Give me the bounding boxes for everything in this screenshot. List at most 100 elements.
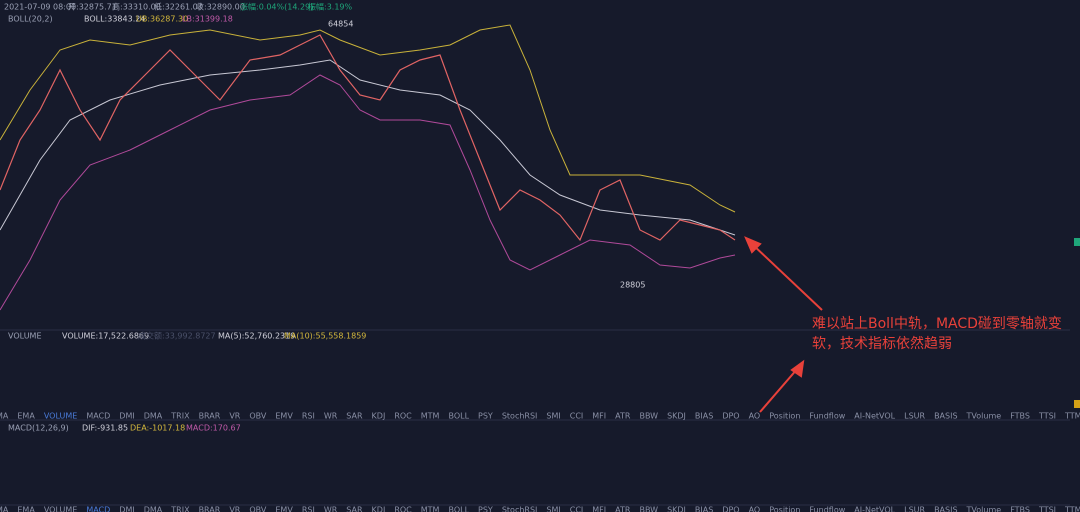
indicator-tab[interactable]: AI-NetVOL (854, 412, 895, 421)
volume-marker (1074, 400, 1080, 408)
indicator-tab[interactable]: BOLL (448, 412, 469, 421)
indicator-tab[interactable]: PSY (478, 412, 493, 421)
indicator-tab[interactable]: ATR (615, 506, 631, 512)
indicator-tab[interactable]: MFI (592, 506, 606, 512)
indicator-tab[interactable]: BBW (639, 412, 658, 421)
indicator-tab[interactable]: DMI (119, 412, 134, 421)
header-high: 高:33310.00 (112, 2, 161, 12)
indicator-tab[interactable]: TTSI (1038, 506, 1056, 512)
indicator-tab[interactable]: DPO (722, 412, 739, 421)
indicator-tab[interactable]: EMA (17, 412, 35, 421)
indicator-tab[interactable]: ROC (394, 412, 412, 421)
indicator-tab[interactable]: FTBS (1010, 412, 1030, 421)
indicator-tab[interactable]: WR (324, 506, 338, 512)
indicator-tab[interactable]: DMA (144, 412, 163, 421)
indicator-tab[interactable]: SAR (346, 506, 363, 512)
macd-name: MACD(12,26,9) (8, 424, 69, 433)
indicator-tab[interactable]: RSI (302, 412, 315, 421)
indicator-tab[interactable]: DMI (119, 506, 134, 512)
indicator-tab[interactable]: MTM (421, 412, 440, 421)
indicator-tab[interactable]: TVolume (966, 412, 1002, 421)
header-date: 2021-07-09 08:00 (4, 3, 76, 12)
low-label: 28805 (620, 281, 645, 290)
indicator-tab[interactable]: TRIX (170, 412, 190, 421)
indicator-tab[interactable]: AO (749, 506, 761, 512)
indicator-tab[interactable]: MACD (86, 506, 110, 512)
indicator-tab[interactable]: VOLUME (44, 506, 78, 512)
indicator-tab[interactable]: TRIX (170, 506, 190, 512)
indicator-tab[interactable]: VR (229, 412, 240, 421)
indicator-tab[interactable]: SMI (546, 412, 560, 421)
indicator-tab[interactable]: RSI (302, 506, 315, 512)
indicator-tab[interactable]: LSUR (904, 412, 925, 421)
indicator-tab[interactable]: MACD (86, 412, 110, 421)
indicator-tab[interactable]: BASIS (934, 506, 957, 512)
indicator-tab[interactable]: MA (0, 412, 9, 421)
indicator-tab[interactable]: KDJ (372, 412, 386, 421)
indicator-tab[interactable]: WR (324, 412, 338, 421)
indicator-tab[interactable]: TTMU (1064, 412, 1080, 421)
indicator-tab[interactable]: MA (0, 506, 9, 512)
volume-ma5: MA(5):52,760.2319 (218, 332, 295, 341)
indicator-tab[interactable]: LSUR (904, 506, 925, 512)
boll-mid: BOLL:33843.24 (84, 15, 145, 24)
volume-ma10: MA(10):55,558.1859 (284, 332, 366, 341)
indicator-tab[interactable]: Position (769, 412, 800, 421)
header-low: 低:32261.07 (154, 2, 203, 12)
indicator-tab[interactable]: OBV (249, 506, 267, 512)
indicator-tab[interactable]: BIAS (695, 412, 713, 421)
macd-dea: DEA:-1017.18 (130, 424, 185, 433)
indicator-tab[interactable]: EMA (17, 506, 35, 512)
indicator-tab[interactable]: BRAR (199, 412, 221, 421)
price-marker (1074, 238, 1080, 246)
indicator-tab[interactable]: TTMU (1064, 506, 1080, 512)
indicator-tab[interactable]: AI-NetVOL (854, 506, 895, 512)
indicator-tab[interactable]: SKDJ (667, 506, 686, 512)
annotation-arrows (744, 236, 823, 413)
indicator-tab[interactable]: BASIS (934, 412, 957, 421)
indicator-tab[interactable]: ROC (394, 506, 412, 512)
annotation: 难以站上Boll中轨，MACD碰到零轴就变 (812, 316, 1062, 332)
indicator-tab[interactable]: Position (769, 506, 800, 512)
header-open: 开:32875.71 (68, 3, 117, 12)
indicator-tab[interactable]: StochRSI (502, 412, 538, 421)
indicator-tab[interactable]: TVolume (966, 506, 1002, 512)
indicator-tab[interactable]: FTBS (1010, 506, 1030, 512)
annotation: 软，技术指标依然趋弱 (812, 335, 952, 352)
indicator-tab[interactable]: EMV (275, 506, 293, 512)
indicator-tabs: MA EMA VOLUME MACD DMI DMA TRIX BRAR VR OBV EMV RSI… (0, 412, 1080, 421)
volume-value: VOLUME:17,522.6869 (62, 332, 149, 341)
indicator-tab[interactable]: BRAR (199, 506, 221, 512)
upper-band (0, 24, 736, 213)
indicator-tab[interactable]: BIAS (695, 506, 713, 512)
indicator-tab[interactable]: AO (749, 412, 761, 421)
indicator-tab[interactable]: SMI (546, 506, 560, 512)
lower-band (0, 74, 736, 311)
indicator-tab[interactable]: CCI (570, 412, 584, 421)
indicator-tab[interactable]: VOLUME (44, 412, 78, 421)
indicator-tab[interactable]: TTSI (1038, 412, 1056, 421)
indicator-tab[interactable]: Fundflow (809, 506, 845, 512)
macd-value: MACD:170.67 (186, 424, 241, 433)
indicator-tab[interactable]: EMV (275, 412, 293, 421)
indicator-tab[interactable]: Fundflow (809, 412, 845, 421)
indicator-tab[interactable]: StochRSI (502, 506, 538, 512)
indicator-tab[interactable]: DPO (722, 506, 739, 512)
volume-name: VOLUME (8, 332, 42, 341)
indicator-tab[interactable]: VR (229, 506, 240, 512)
indicator-tab[interactable]: MFI (592, 412, 606, 421)
indicator-tab[interactable]: OBV (249, 412, 267, 421)
indicator-tab[interactable]: MTM (421, 506, 440, 512)
indicator-tab[interactable]: SAR (346, 412, 363, 421)
indicator-tab[interactable]: SKDJ (667, 412, 686, 421)
indicator-tab[interactable]: PSY (478, 506, 493, 512)
indicator-tab[interactable]: CCI (570, 506, 584, 512)
indicator-tab[interactable]: KDJ (372, 506, 386, 512)
indicator-tab[interactable]: BOLL (448, 506, 469, 512)
macd-dif: DIF:-931.85 (82, 424, 128, 433)
indicator-tab[interactable]: BBW (639, 506, 658, 512)
indicator-tab[interactable]: ATR (615, 412, 631, 421)
indicator-tab[interactable]: DMA (144, 506, 163, 512)
